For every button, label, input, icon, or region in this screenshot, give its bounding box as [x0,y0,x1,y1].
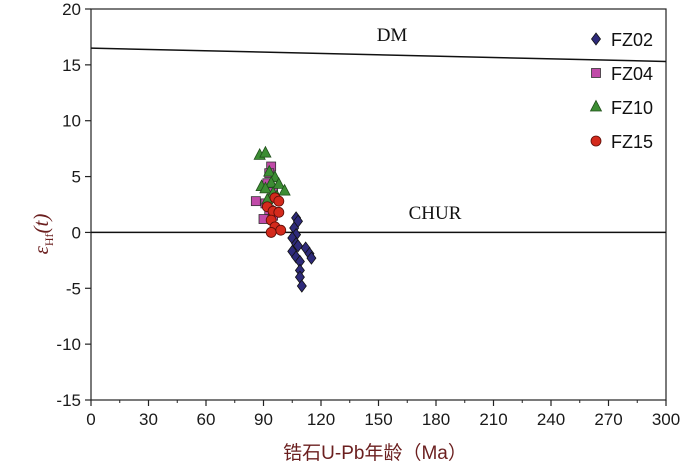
data-point-fz10 [265,175,278,188]
x-tick-label: 240 [537,410,565,429]
plot-frame [90,8,667,401]
x-tick-label: 60 [197,410,216,429]
reference-lines: DM CHUR [90,25,667,234]
y-tick-label: 10 [62,112,81,131]
legend-label-fz10: FZ10 [611,98,653,118]
y-tick-label: -10 [56,335,81,354]
series-fz02 [287,211,317,293]
legend: FZ02 FZ04 FZ10 FZ15 [589,30,653,152]
data-point-fz02 [306,251,317,265]
x-tick-label: 270 [594,410,622,429]
y-axis-title-sub: Hf [42,233,56,246]
legend-label-fz15: FZ15 [611,132,653,152]
axes: 0 30 60 90 120 150 180 210 240 270 300 20 15 10 5 0 -5 -1… [56,0,680,429]
data-point-fz04 [250,196,261,207]
data-point-fz10 [259,181,272,194]
y-tick-label: -15 [56,391,81,410]
data-points [250,145,317,293]
data-point-fz15 [273,206,285,218]
data-point-fz15 [265,227,277,238]
data-point-fz02 [296,279,307,293]
data-point-fz15 [273,195,285,207]
y-axis-title-tail: (t) [29,214,53,234]
y-tick-label: -5 [66,279,81,298]
axis-titles: 锆石U-Pb年龄（Ma） εHf(t) [29,214,467,464]
x-tick-label: 30 [139,410,158,429]
x-axis-title: 锆石U-Pb年龄（Ma） [283,442,467,464]
y-tick-label: 15 [62,56,81,75]
x-tick-label: 210 [479,410,507,429]
legend-label-fz02: FZ02 [611,30,653,50]
series-fz15 [261,192,287,238]
y-tick-label: 0 [72,223,81,242]
reference-label-chur: CHUR [409,203,462,224]
reference-label-dm: DM [377,25,408,46]
data-point-fz10 [263,164,276,177]
x-tick-label: 120 [307,410,335,429]
data-point-fz15 [275,224,287,236]
reference-line-dm [90,47,667,63]
y-tick-label: 20 [62,0,81,19]
data-point-fz10 [272,177,285,189]
legend-marker-fz02 [591,32,601,46]
legend-label-fz04: FZ04 [611,64,653,84]
y-axis-title: εHf(t) [29,214,56,255]
x-tick-label: 300 [652,410,680,429]
y-axis-title-main: ε [29,245,53,254]
y-tick-label: 5 [72,168,81,187]
legend-marker-fz10 [589,99,603,112]
data-point-fz10 [278,183,291,196]
data-point-fz10 [259,145,272,158]
data-point-fz02 [293,239,303,253]
x-tick-label: 180 [422,410,450,429]
x-tick-label: 0 [86,410,95,429]
x-tick-label: 150 [364,410,392,429]
legend-marker-fz04 [591,68,601,78]
legend-marker-fz15 [590,135,602,147]
x-tick-label: 90 [254,410,273,429]
